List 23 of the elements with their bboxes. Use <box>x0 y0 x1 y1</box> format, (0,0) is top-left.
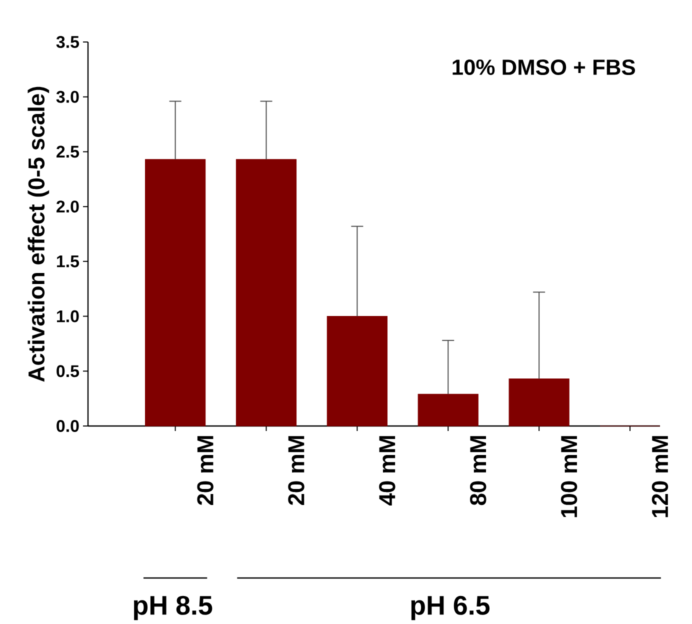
y-tick-label: 1.5 <box>57 256 80 268</box>
x-tick-label: 120 mM <box>652 436 668 518</box>
x-tick-label: 40 mM <box>379 436 396 506</box>
bar <box>236 159 297 427</box>
annotation: 10% DMSO + FBS <box>452 60 635 76</box>
bar <box>145 159 206 427</box>
text: pH 6.5 <box>411 596 490 620</box>
bar <box>326 316 388 427</box>
x-tick-label: 20 mM <box>288 436 304 506</box>
y-tick-label: 0.5 <box>56 365 80 378</box>
y-tick-label: 1.0 <box>57 310 79 323</box>
bar <box>508 378 570 427</box>
y-tick-label: 2.0 <box>56 200 79 213</box>
y-tick-label: 2.5 <box>56 146 80 158</box>
text: pH 8.5 <box>134 596 212 620</box>
x-tick-label: 100 mM <box>560 436 578 518</box>
y-axis-title: Activation effect (0-5 scale) <box>28 87 50 382</box>
x-tick-label: 80 mM <box>470 436 486 506</box>
x-tick-label: 20 mM <box>197 436 214 506</box>
bar <box>418 394 478 427</box>
y-tick-label: 3.5 <box>56 36 80 48</box>
y-tick-label: 0.0 <box>56 420 79 432</box>
y-tick-label: 3.0 <box>56 91 79 104</box>
